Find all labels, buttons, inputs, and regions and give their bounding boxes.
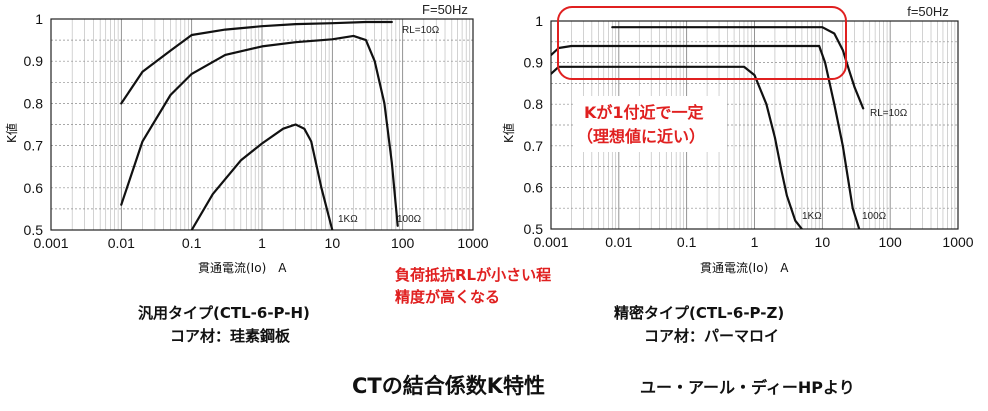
y-tick-label: 0.5 [24,222,44,238]
annotation-background [575,96,727,152]
y-tick-label: 1 [535,13,543,29]
annotation-line2: （理想値に近い） [577,127,705,146]
left-type-caption: 汎用タイプ(CTL-6-P-H) [138,304,310,322]
x-tick-label: 0.1 [677,234,697,250]
annotation-line1: Kが1付近で一定 [584,103,704,122]
right-core-caption: コア材：パーマロイ [644,327,780,345]
highlight-box [557,6,847,80]
x-tick-label: 1000 [942,234,973,250]
x-tick-label: 1 [751,234,759,250]
series-line-100 [120,34,399,227]
x-tick-label: 10 [325,235,341,251]
y-tick-label: 0.6 [24,180,44,196]
x-tick-label: 10 [815,234,831,250]
curve-label: 100Ω [862,211,887,222]
y-tick-label: 0.9 [524,55,544,71]
x-tick-label: 0.01 [108,235,135,251]
series-line-rl10 [611,26,865,110]
y-axis-label: K値 [501,123,516,143]
x-tick-label: 0.001 [33,235,68,251]
frequency-label: F=50Hz [422,2,468,17]
curve-label: RL=10Ω [870,108,908,119]
series-line-1k [190,123,334,230]
x-tick-label: 100 [878,234,902,250]
series-line-rl10 [120,20,393,105]
x-axis-label: 貫通電流(Io) A [198,261,287,275]
series-line-1k [551,65,804,229]
left-chart: 0.001 0.01 0.1 1 10 100 1000 0.5 0.6 0.7 0.8 0.9 1 貫通… [4,2,489,275]
frequency-label: f=50Hz [907,4,949,19]
curve-label: 1KΩ [338,214,358,225]
x-tick-label: 1 [258,235,266,251]
y-tick-label: 0.5 [524,221,544,237]
middle-note-line1: 負荷抵抗RLが小さい程 [395,266,552,284]
y-tick-label: 0.8 [24,95,44,111]
y-tick-label: 0.9 [24,53,44,69]
main-title: CTの結合係数K特性 [352,374,546,398]
curve-label: 1KΩ [802,211,822,222]
x-tick-label: 1000 [457,235,488,251]
right-chart: 0.001 0.01 0.1 1 10 100 1000 0.5 0.6 0.7 0.8 0.9 1 貫通… [501,4,974,275]
source-note: ユー・アール・ディーHPより [640,378,855,397]
curve-label: 100Ω [397,214,422,225]
plot-frame [550,20,959,230]
y-tick-label: 1 [35,11,43,27]
middle-note-line2: 精度が高くなる [395,288,501,306]
x-tick-label: 0.01 [605,234,632,250]
series-line-100 [551,44,861,229]
y-tick-label: 0.6 [524,179,544,195]
x-tick-label: 0.001 [533,234,568,250]
right-type-caption: 精密タイプ(CTL-6-P-Z) [614,304,785,322]
y-tick-label: 0.8 [524,96,544,112]
y-tick-label: 0.7 [24,138,44,154]
plot-frame [50,18,474,231]
curve-label: RL=10Ω [402,25,440,36]
left-core-caption: コア材：珪素鋼板 [170,327,291,345]
x-tick-label: 100 [391,235,415,251]
y-axis-label: K値 [4,123,19,143]
x-tick-label: 0.1 [182,235,202,251]
x-axis-label: 貫通電流(Io) A [700,261,789,275]
y-tick-label: 0.7 [524,138,544,154]
